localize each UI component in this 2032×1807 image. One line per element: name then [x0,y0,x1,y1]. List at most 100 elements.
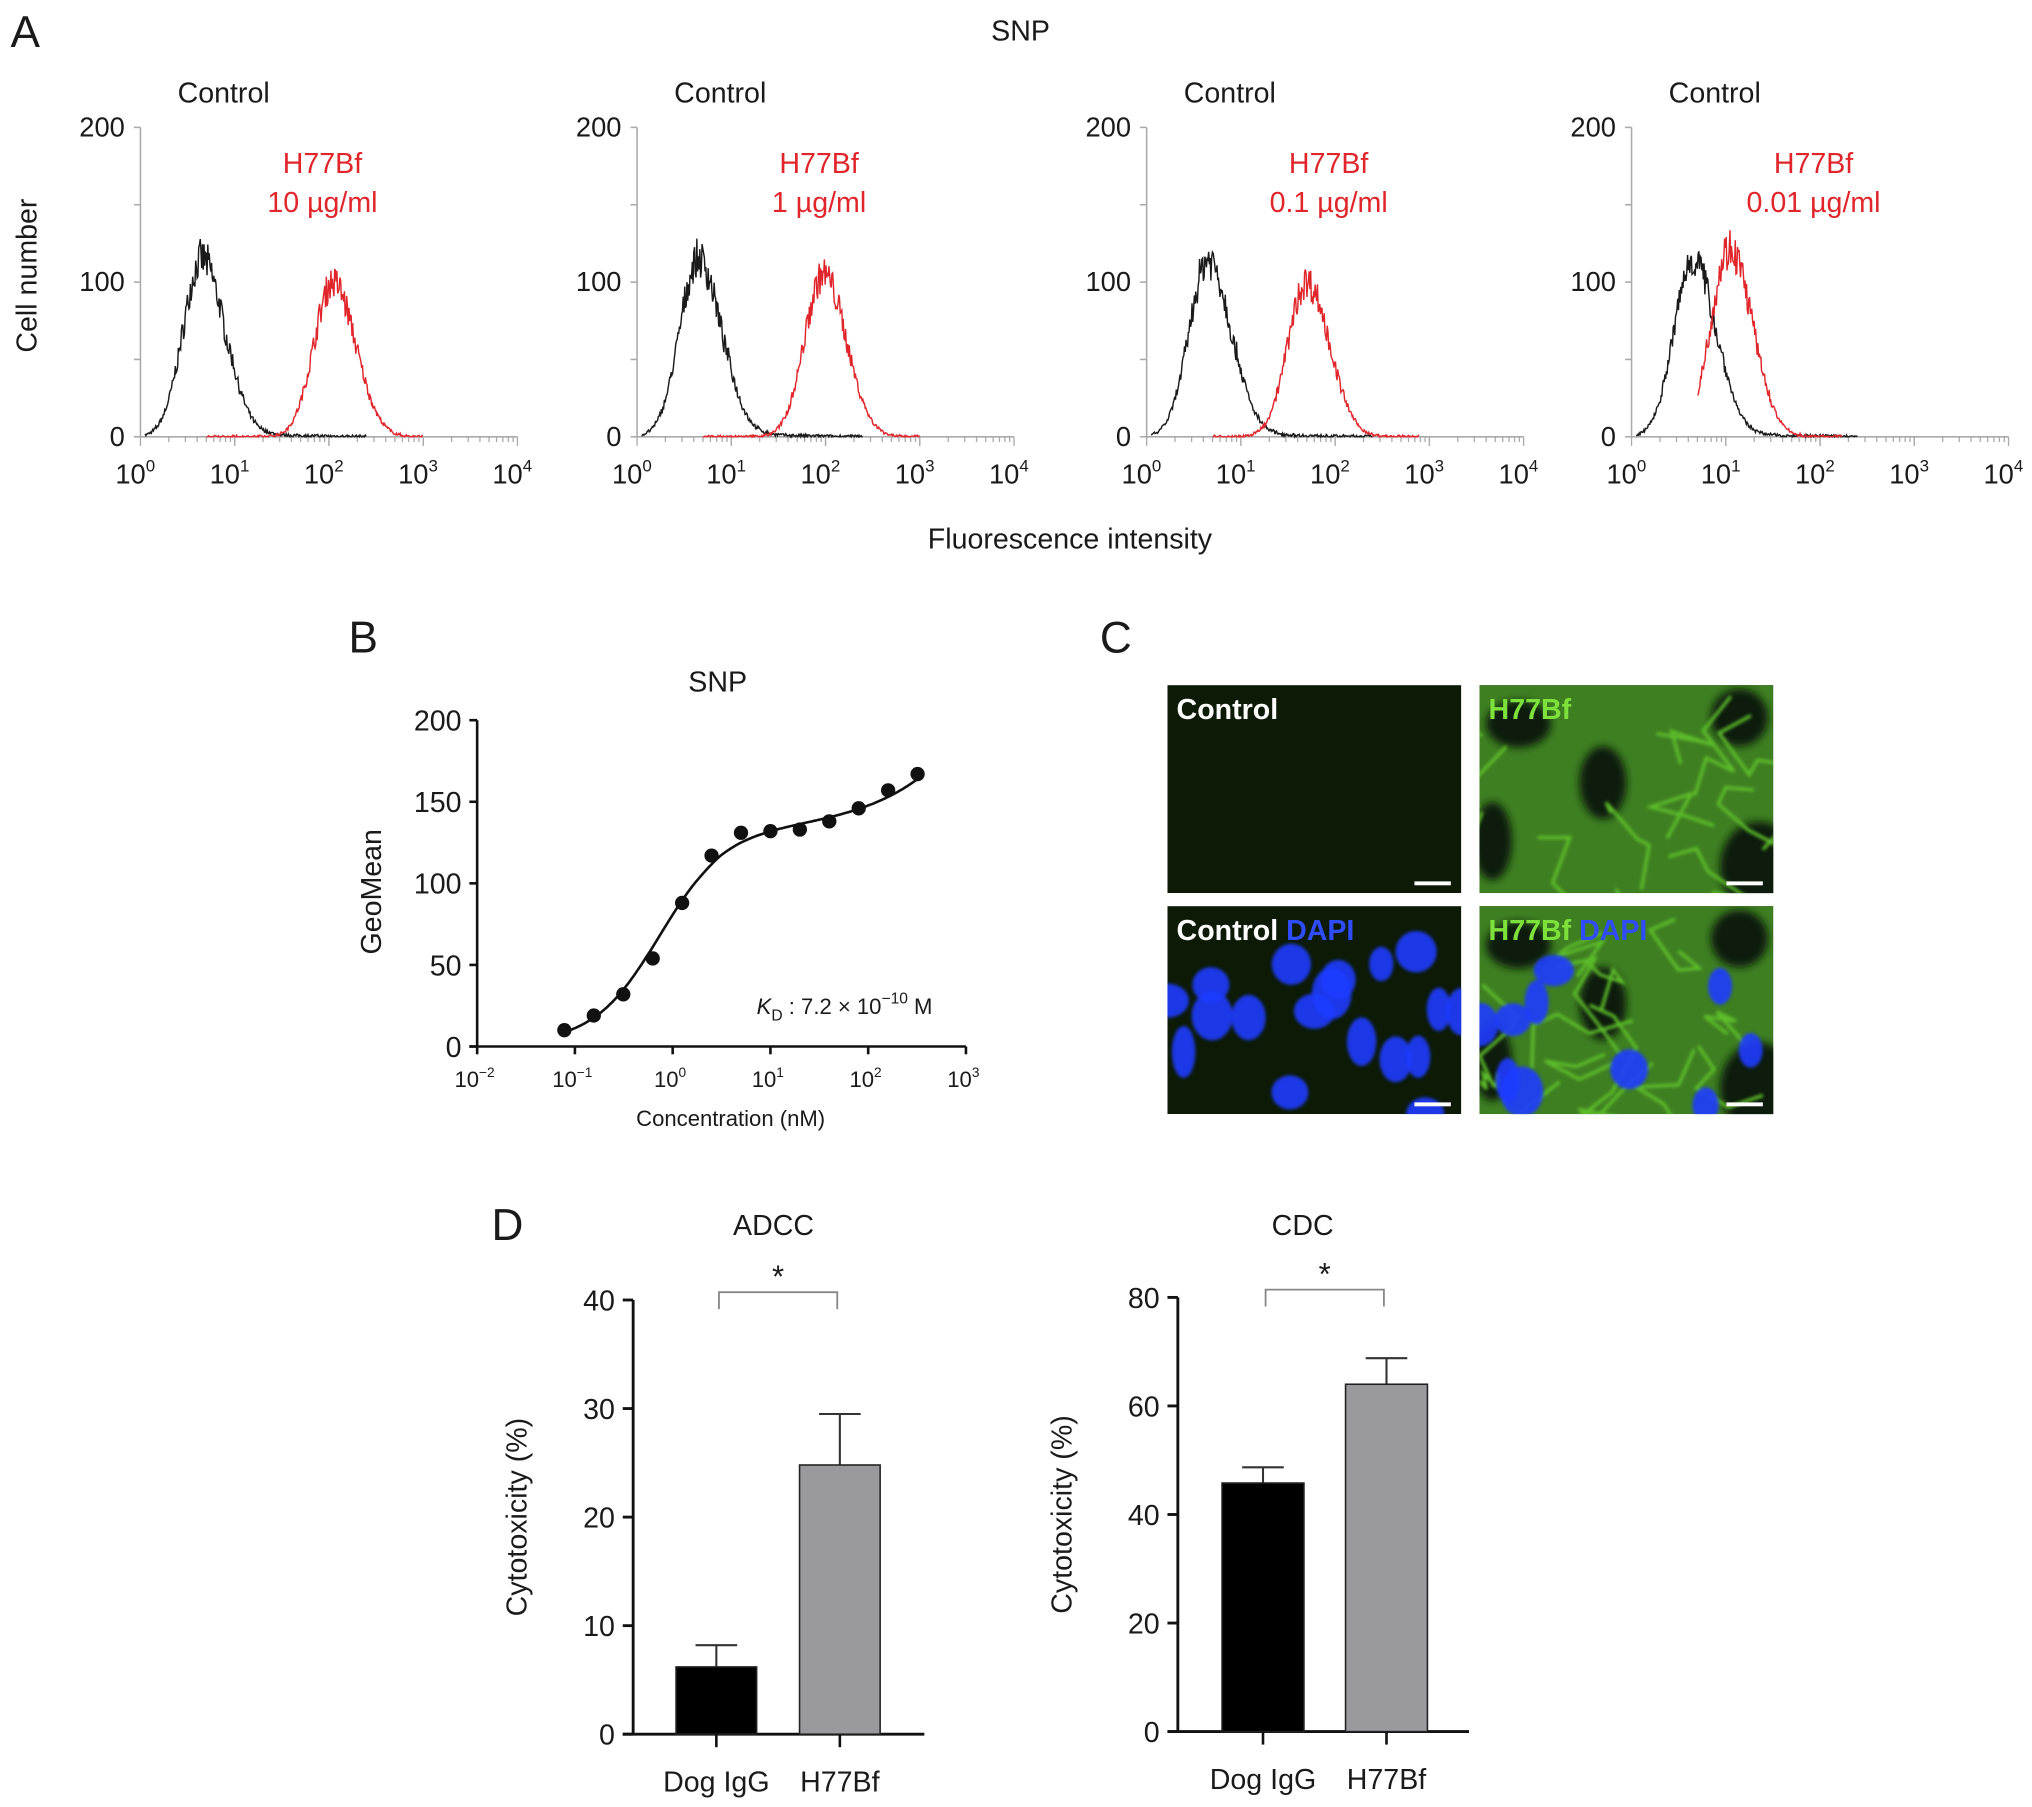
membrane-signal [1668,846,1743,894]
x-tick-label: 101 [1701,456,1741,489]
y-tick-label: 100 [414,869,462,901]
concentration-label: 0.1 µg/ml [1270,187,1388,219]
stain-label: H77Bf [1489,694,1572,726]
membrane-signal [1556,956,1625,1060]
x-tick-label: 10−1 [552,1065,592,1092]
tick-base: 10 [989,459,1019,490]
tick-exponent: 4 [523,456,532,475]
significance-bracket [1264,1288,1385,1307]
tick-exponent: 1 [737,456,746,475]
x-tick-label: 102 [1310,456,1350,489]
bar-dog-igg [1221,1482,1305,1733]
dapi-nucleus [1395,930,1437,973]
cdc-chart: CDC Cytotoxicity (%) 0 20 40 60 80 Dog IgG H77Bf… [1046,1210,1470,1796]
x-tick-label: 100 [654,1065,687,1092]
panel-label-c: C [1100,614,1132,663]
tick-base: 10 [210,459,240,490]
control-histogram-line [144,238,367,439]
chart-title: CDC [1272,1210,1334,1242]
scale-bar [1414,881,1451,886]
binding-title: SNP [688,667,747,699]
y-tick-label: 0 [1601,421,1616,452]
control-histogram-line [1635,251,1858,440]
histogram-top-label: Control [1184,78,1276,110]
kd-k: K [757,994,773,1019]
tick-base: 10 [1983,459,2013,490]
data-point [851,801,866,816]
bar-h77bf [798,1464,881,1735]
dapi-nucleus [1379,1036,1412,1083]
h77bf-histogram-line [703,259,921,439]
x-tick-label: 101 [1216,456,1256,489]
tick-base: 10 [800,459,830,490]
tick-exponent: 0 [642,456,651,475]
micrograph-4 [1479,906,1774,1115]
dapi-nucleus [1708,967,1733,1005]
x-tick-label: 101 [210,456,250,489]
tick-base: 10 [1122,459,1152,490]
h77bf-histogram-line [1212,269,1420,439]
tick-base: 10 [492,459,522,490]
x-tick-label: 103 [947,1065,980,1092]
tick-exponent: 2 [831,456,840,475]
y-tick-label: 40 [1128,1500,1160,1532]
micrograph-label: H77Bf [1489,694,1572,726]
h77bf-histogram-line [206,268,424,439]
membrane-signal [1761,835,1774,851]
kd-exp: −10 [881,991,908,1008]
y-tick-label: 20 [583,1503,615,1535]
tick-base: 10 [1310,459,1340,490]
tick-base: 10 [612,459,642,490]
dapi-nucleus [1406,1035,1431,1078]
tick-exponent: 1 [776,1065,784,1080]
x-tick-label: 102 [304,456,344,489]
unstained-region [1479,802,1512,881]
dapi-label: DAPI [1579,915,1647,947]
dapi-nucleus [1406,1097,1445,1115]
unstained-region [1485,921,1551,969]
tick-base: 10 [947,1067,972,1092]
data-point [822,814,837,829]
micrograph-background [1167,685,1462,894]
concentration-label: 1 µg/ml [772,187,866,219]
dapi-nucleus [1231,994,1266,1041]
x-tick-label: 101 [752,1065,784,1092]
h77bf-label: H77Bf [283,148,362,180]
x-tick-label: 100 [115,456,155,489]
dapi-label: DAPI [1286,915,1354,947]
data-point [616,987,631,1002]
binding-x-label: Concentration (nM) [636,1106,825,1131]
significance-star: * [772,1259,784,1294]
control-histogram-line [641,238,863,440]
tick-base: 10 [1404,459,1434,490]
y-tick-label: 60 [1128,1391,1160,1423]
micrograph-label: Control [1177,694,1279,726]
dapi-nucleus [1311,967,1352,1020]
histogram-top-label: Control [674,78,766,110]
tick-exponent: 1 [1731,456,1740,475]
micrograph-3 [1167,906,1462,1115]
membrane-signal [1693,695,1736,797]
control-histogram-line [1150,249,1373,439]
dapi-nucleus [1346,1017,1377,1066]
dapi-nucleus [1191,991,1233,1041]
tick-base: 10 [1499,459,1529,490]
y-tick-label: 40 [583,1285,615,1317]
dapi-nucleus [1524,980,1549,1025]
dapi-nucleus [1271,1075,1309,1110]
x-tick-label: 102 [800,456,840,489]
dapi-nucleus [1495,1003,1531,1036]
y-tick-label: 200 [1086,112,1132,143]
y-tick-label: 100 [79,266,125,297]
h77bf-label: H77Bf [779,148,858,180]
stain-label: Control [1177,694,1279,726]
tick-base: 10 [552,1067,577,1092]
micrograph-1 [1167,685,1462,894]
tick-base: 10 [115,459,145,490]
x-tick-label: 104 [1983,456,2023,489]
x-tick-label: 102 [849,1065,881,1092]
membrane-signal [1544,1052,1615,1082]
scale-bar [1414,1102,1451,1107]
